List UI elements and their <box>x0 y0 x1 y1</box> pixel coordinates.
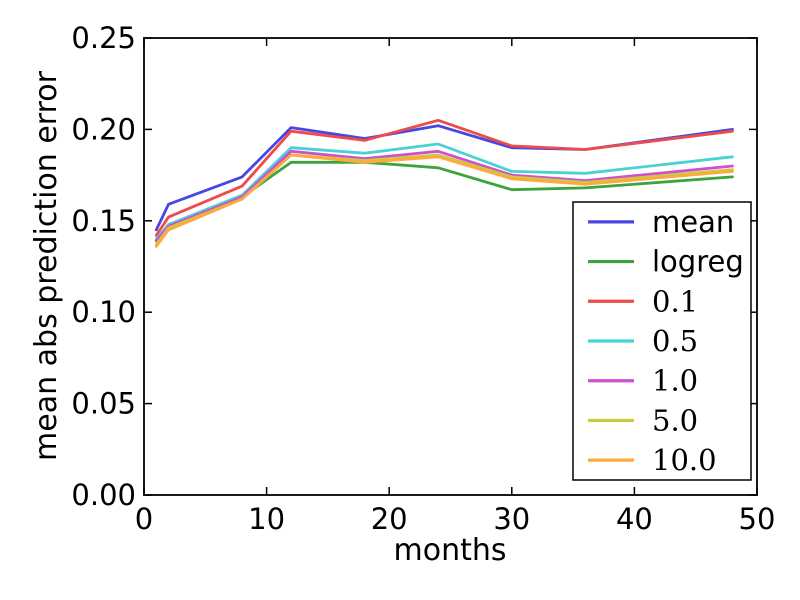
x-tick-label: 20 <box>371 502 408 536</box>
legend: mean logreg 0.1 0.5 1.0 5.0 10.0 <box>572 201 752 481</box>
x-tick-label: 30 <box>493 502 530 536</box>
legend-label-0.1: 0.1 <box>652 284 698 318</box>
x-tick-label: 40 <box>616 502 653 536</box>
y-tick-label: 0.00 <box>71 478 136 512</box>
legend-label-0.5: 0.5 <box>652 324 698 358</box>
legend-label-1.0: 1.0 <box>652 364 698 398</box>
plot-border <box>143 37 758 496</box>
series-lines <box>154 118 734 248</box>
x-tick-labels: 0 10 20 30 40 50 <box>135 502 776 536</box>
axis-ticks <box>143 37 758 496</box>
y-tick-label: 0.15 <box>71 204 136 238</box>
x-tick-label: 50 <box>739 502 776 536</box>
y-tick-label: 0.10 <box>71 295 136 329</box>
series-line-0.1 <box>154 118 734 237</box>
x-axis-label: months <box>394 533 507 568</box>
legend-label-mean: mean <box>652 205 734 239</box>
legend-label-5.0: 5.0 <box>652 403 698 437</box>
y-tick-labels: 0.00 0.05 0.10 0.15 0.20 0.25 <box>71 21 136 512</box>
y-axis-label: mean abs prediction error <box>29 70 64 461</box>
legend-label-logreg: logreg <box>652 245 744 279</box>
series-line-0.5 <box>154 142 734 241</box>
y-tick-label: 0.25 <box>71 21 136 55</box>
legend-label-10.0: 10.0 <box>652 443 717 477</box>
y-tick-label: 0.05 <box>71 387 136 421</box>
series-line-10.0 <box>154 153 734 248</box>
series-line-1.0 <box>154 149 734 243</box>
y-tick-label: 0.20 <box>71 112 136 146</box>
x-tick-label: 10 <box>248 502 285 536</box>
x-tick-label: 0 <box>135 502 153 536</box>
